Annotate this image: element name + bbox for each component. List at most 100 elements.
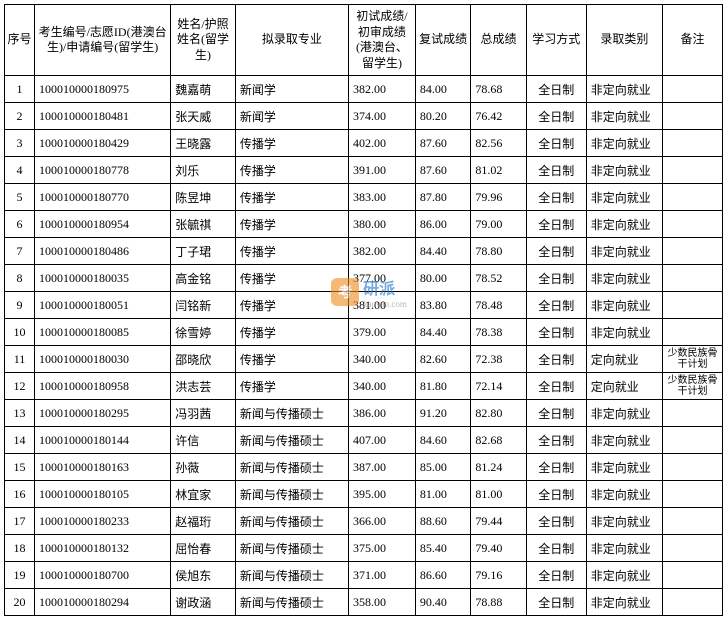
cell-name: 侯旭东 [171,562,236,589]
cell-score1: 358.00 [348,589,415,616]
header-id: 考生编号/志愿ID(港澳台生)/申请编号(留学生) [35,5,171,76]
cell-seq: 5 [5,184,35,211]
cell-name: 刘乐 [171,157,236,184]
table-row: 13100010000180295冯羽茜新闻与传播硕士386.0091.2082… [5,400,723,427]
cell-id: 100010000180295 [35,400,171,427]
cell-id: 100010000180778 [35,157,171,184]
cell-seq: 8 [5,265,35,292]
cell-mode: 全日制 [526,481,586,508]
cell-mode: 全日制 [526,211,586,238]
cell-note [662,481,722,508]
table-row: 3100010000180429王晓露传播学402.0087.6082.56全日… [5,130,723,157]
cell-name: 张天威 [171,103,236,130]
cell-mode: 全日制 [526,535,586,562]
cell-score3: 72.14 [471,373,526,400]
cell-category: 非定向就业 [586,589,662,616]
cell-note [662,238,722,265]
cell-score2: 83.80 [415,292,470,319]
cell-id: 100010000180954 [35,211,171,238]
cell-note [662,184,722,211]
cell-mode: 全日制 [526,346,586,373]
cell-name: 洪志芸 [171,373,236,400]
cell-major: 传播学 [235,373,348,400]
cell-score1: 402.00 [348,130,415,157]
cell-score3: 79.44 [471,508,526,535]
cell-id: 100010000180233 [35,508,171,535]
cell-category: 非定向就业 [586,454,662,481]
cell-score1: 383.00 [348,184,415,211]
cell-score3: 78.38 [471,319,526,346]
table-row: 15100010000180163孙薇新闻与传播硕士387.0085.0081.… [5,454,723,481]
cell-score3: 82.80 [471,400,526,427]
cell-name: 冯羽茜 [171,400,236,427]
cell-mode: 全日制 [526,589,586,616]
cell-id: 100010000180429 [35,130,171,157]
cell-name: 王晓露 [171,130,236,157]
cell-note [662,265,722,292]
cell-score2: 80.20 [415,103,470,130]
cell-id: 100010000180030 [35,346,171,373]
cell-score1: 375.00 [348,535,415,562]
cell-major: 新闻与传播硕士 [235,427,348,454]
cell-score2: 82.60 [415,346,470,373]
cell-score2: 84.00 [415,76,470,103]
cell-category: 非定向就业 [586,535,662,562]
cell-category: 定向就业 [586,373,662,400]
cell-mode: 全日制 [526,157,586,184]
cell-major: 新闻与传播硕士 [235,535,348,562]
cell-score3: 78.68 [471,76,526,103]
cell-name: 陈昱坤 [171,184,236,211]
cell-score1: 386.00 [348,400,415,427]
header-category: 录取类别 [586,5,662,76]
cell-score3: 79.16 [471,562,526,589]
cell-id: 100010000180770 [35,184,171,211]
cell-category: 非定向就业 [586,562,662,589]
cell-id: 100010000180486 [35,238,171,265]
cell-note [662,508,722,535]
cell-major: 新闻与传播硕士 [235,508,348,535]
cell-category: 非定向就业 [586,508,662,535]
cell-score2: 85.40 [415,535,470,562]
cell-score2: 81.80 [415,373,470,400]
cell-score2: 86.60 [415,562,470,589]
cell-score1: 395.00 [348,481,415,508]
cell-score2: 84.40 [415,319,470,346]
header-score2: 复试成绩 [415,5,470,76]
cell-seq: 19 [5,562,35,589]
cell-id: 100010000180035 [35,265,171,292]
cell-name: 许信 [171,427,236,454]
header-major: 拟录取专业 [235,5,348,76]
cell-id: 100010000180085 [35,319,171,346]
cell-name: 林宜家 [171,481,236,508]
cell-seq: 10 [5,319,35,346]
cell-name: 张毓祺 [171,211,236,238]
cell-score1: 381.00 [348,292,415,319]
cell-id: 100010000180481 [35,103,171,130]
cell-seq: 15 [5,454,35,481]
cell-score3: 81.02 [471,157,526,184]
admission-table: 序号 考生编号/志愿ID(港澳台生)/申请编号(留学生) 姓名/护照姓名(留学生… [4,4,723,616]
cell-major: 新闻与传播硕士 [235,454,348,481]
cell-major: 新闻与传播硕士 [235,562,348,589]
cell-note [662,211,722,238]
cell-category: 非定向就业 [586,292,662,319]
cell-score2: 86.00 [415,211,470,238]
cell-score1: 374.00 [348,103,415,130]
cell-note [662,292,722,319]
cell-score2: 87.80 [415,184,470,211]
table-row: 19100010000180700侯旭东新闻与传播硕士371.0086.6079… [5,562,723,589]
cell-score3: 78.52 [471,265,526,292]
cell-score1: 380.00 [348,211,415,238]
cell-score2: 80.00 [415,265,470,292]
cell-score1: 391.00 [348,157,415,184]
cell-category: 非定向就业 [586,427,662,454]
cell-note [662,400,722,427]
cell-seq: 16 [5,481,35,508]
cell-major: 传播学 [235,211,348,238]
cell-seq: 12 [5,373,35,400]
cell-mode: 全日制 [526,373,586,400]
cell-score1: 371.00 [348,562,415,589]
cell-score1: 382.00 [348,76,415,103]
table-row: 5100010000180770陈昱坤传播学383.0087.8079.96全日… [5,184,723,211]
cell-id: 100010000180975 [35,76,171,103]
